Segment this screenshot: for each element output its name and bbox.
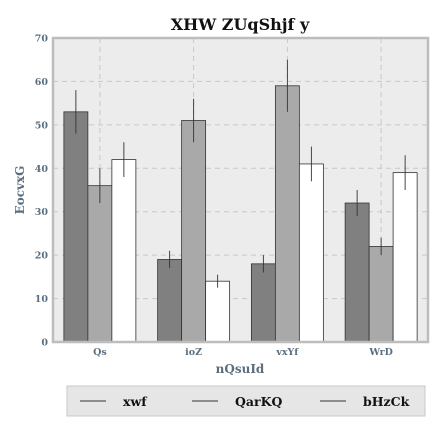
bar [392,172,418,343]
bar [181,120,207,343]
bar [344,202,370,343]
y-tick-label: 10 [35,294,49,305]
y-tick-label: 70 [35,34,49,45]
bars [63,85,418,343]
y-tick-label: 50 [35,120,49,131]
legend-items: xwf QarKQ bHzCk [80,394,410,409]
bar [298,163,324,343]
y-tick-label: 0 [41,338,48,349]
bar [274,85,300,343]
chart-title: XHW ZUqShjf y [171,15,310,34]
x-tick-label: WrD [368,347,393,358]
plot-frame [51,36,430,344]
y-tick-label: 20 [35,251,49,262]
legend-label: bHzCk [363,394,410,409]
bar [63,111,89,343]
legend: xwf QarKQ bHzCk [66,385,426,417]
legend-label: xwf [123,394,148,409]
bar [157,259,183,343]
legend-box [66,385,426,417]
legend-label: QarKQ [235,394,282,409]
bar [368,246,394,343]
y-tick-label: 30 [35,207,49,218]
y-axis-label: EocvxG [13,166,27,215]
x-tick-label: vxYf [275,347,299,358]
bar [87,185,113,343]
x-axis-label: nQsuId [216,362,265,376]
y-axis-ticks: 0 10 20 30 40 50 60 70 [35,34,49,349]
bar [111,159,137,343]
y-tick-label: 40 [35,164,49,175]
x-tick-label: ioZ [185,347,202,358]
error-bars [75,59,406,288]
y-tick-label: 60 [35,77,49,88]
x-axis-ticks: Qs ioZ vxYf WrD [93,347,393,358]
x-tick-label: Qs [93,347,107,358]
bar [250,263,276,343]
bar [205,280,231,343]
